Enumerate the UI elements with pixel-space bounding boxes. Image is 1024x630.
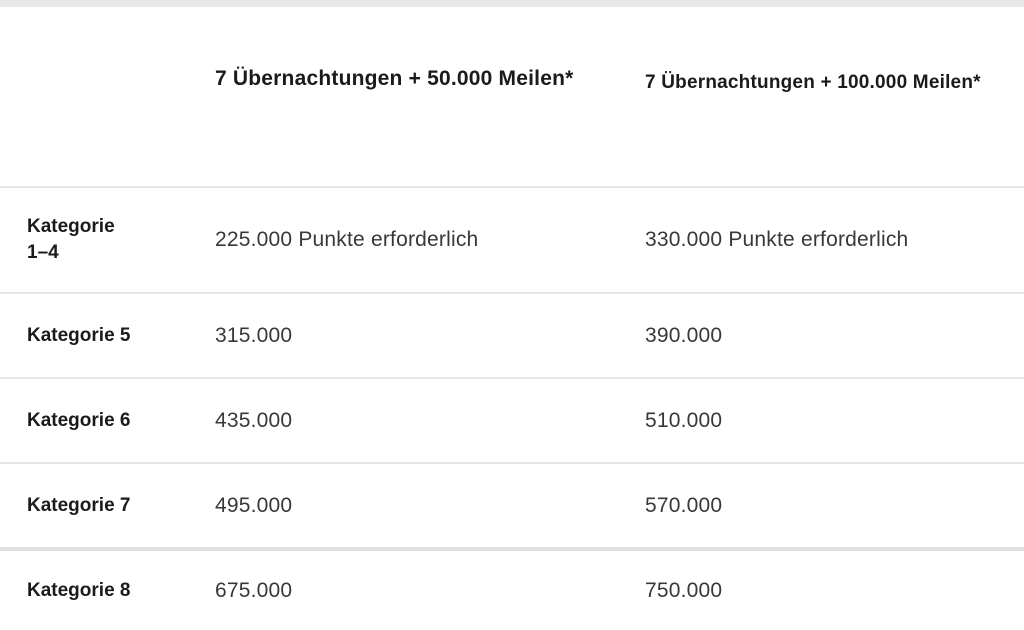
category-label: Kategorie 6 [27,409,131,431]
points-value-50k: 495.000 [215,493,293,517]
category-label: Kategorie 7 [27,494,131,516]
table-row-kategorie-7: Kategorie 7 495.000 570.000 [0,462,1024,547]
column-header-50k-meilen: 7 Übernachtungen + 50.000 Meilen* [215,67,574,90]
category-label: Kategorie 8 [27,579,131,601]
points-value-100k: 330.000 Punkte erforderlich [645,228,909,251]
award-chart-table: 7 Übernachtungen + 50.000 Meilen* 7 Über… [0,7,1024,630]
points-value-100k: 570.000 [645,493,723,517]
table-row-kategorie-8: Kategorie 8 675.000 750.000 [0,547,1024,630]
top-divider-bar [0,0,1024,7]
points-value-100k: 390.000 [645,323,723,347]
table-row-kategorie-1-4: Kategorie 1–4 225.000 Punkte erforderlic… [0,186,1024,292]
points-value-50k: 435.000 [215,408,293,432]
table-row-kategorie-6: Kategorie 6 435.000 510.000 [0,377,1024,462]
points-value-50k: 675.000 [215,578,293,602]
points-value-50k: 315.000 [215,323,293,347]
table-row-kategorie-5: Kategorie 5 315.000 390.000 [0,292,1024,377]
points-value-100k: 510.000 [645,408,723,432]
category-label: Kategorie 1–4 [27,216,115,263]
table-header-row: 7 Übernachtungen + 50.000 Meilen* 7 Über… [0,7,1024,186]
category-label: Kategorie 5 [27,324,131,346]
points-value-100k: 750.000 [645,578,723,602]
points-value-50k: 225.000 Punkte erforderlich [215,228,479,251]
column-header-100k-meilen: 7 Übernachtungen + 100.000 Meilen* [645,72,981,93]
